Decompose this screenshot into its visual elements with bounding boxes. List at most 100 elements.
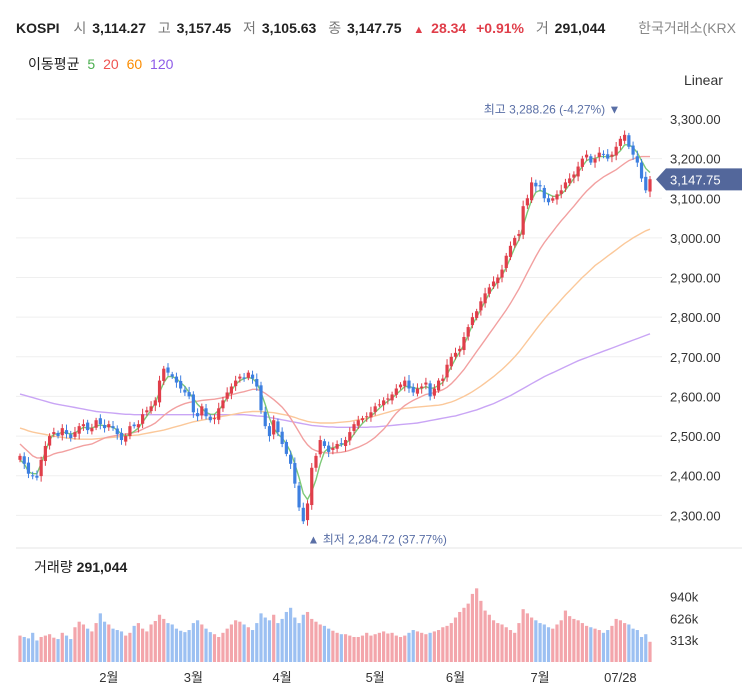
candle-body: [610, 154, 614, 157]
ma-5[interactable]: 5: [87, 56, 96, 72]
volume-bar: [250, 630, 255, 662]
volume-bar: [343, 634, 348, 662]
candle-body: [43, 445, 47, 462]
low-annotation: ▲ 최저 2,284.72 (37.77%): [308, 532, 447, 546]
volume-bar: [449, 623, 453, 662]
price-tick-label: 2,400.00: [670, 469, 721, 484]
candle-body: [111, 426, 115, 429]
candle-body: [593, 158, 597, 163]
candle-body: [517, 233, 521, 236]
volume-bar: [559, 620, 563, 662]
volume-bar: [580, 623, 584, 662]
candle-body: [572, 174, 576, 178]
volume-bar: [483, 610, 487, 662]
candle-body: [365, 416, 369, 418]
candle-body: [153, 400, 157, 406]
volume-bar: [589, 627, 593, 662]
candle-body: [272, 420, 276, 435]
candle-body: [301, 507, 305, 522]
volume-bar: [221, 632, 225, 662]
candle-body: [563, 182, 568, 189]
volume-bar: [35, 640, 39, 662]
volume-bar: [635, 630, 639, 662]
candle-body: [496, 277, 500, 284]
candle-body: [453, 352, 458, 357]
x-tick-label: 4월: [273, 670, 292, 685]
volume-bar: [132, 625, 136, 662]
low-label: 저: [243, 20, 256, 36]
volume-bar: [98, 613, 102, 662]
candle-body: [217, 408, 221, 420]
candle-body: [415, 388, 420, 394]
volume-bar: [373, 634, 377, 662]
candle-body: [534, 182, 538, 187]
volume-bar: [170, 624, 174, 662]
candle-body: [525, 198, 529, 206]
volume-tick-label: 940k: [670, 590, 699, 605]
candle-body: [508, 245, 513, 257]
x-tick-label: 07/28: [604, 670, 637, 685]
candle-body: [398, 384, 403, 388]
ma-20[interactable]: 20: [103, 56, 119, 72]
volume-bar: [255, 623, 259, 662]
volume-bar: [18, 635, 22, 662]
volume-bar: [568, 616, 572, 662]
x-tick-label: 3월: [184, 670, 203, 685]
candle-body: [141, 414, 145, 424]
volume-bar: [639, 636, 644, 662]
ma-60[interactable]: 60: [126, 56, 143, 72]
volume-bar: [73, 627, 77, 662]
candle-body: [47, 436, 52, 446]
volume-bar: [491, 620, 496, 662]
volume-bar: [339, 634, 343, 662]
candle-body: [424, 382, 428, 385]
close-label: 종: [328, 20, 342, 36]
candle-body: [191, 394, 195, 413]
volume-title-label: 거: [34, 559, 47, 575]
candle-body: [580, 158, 584, 167]
volume-bar: [479, 600, 483, 662]
candle-body: [18, 455, 22, 460]
volume-bar: [141, 628, 145, 662]
candle-body: [221, 400, 225, 409]
volume-bar: [217, 636, 221, 662]
candle-body: [487, 287, 491, 294]
volume-bar: [56, 639, 60, 662]
volume-bar: [542, 624, 546, 662]
scale-mode-toggle[interactable]: Linear: [684, 72, 723, 88]
candle-body: [644, 176, 648, 191]
volume-bar: [525, 613, 529, 662]
price-tick-label: 2,900.00: [670, 271, 721, 286]
volume-bar: [377, 632, 381, 662]
volume-bar: [94, 623, 98, 662]
volume-bar: [508, 630, 513, 662]
price-tick-label: 3,100.00: [670, 191, 721, 206]
candle-body: [64, 430, 69, 435]
candle-body: [449, 356, 453, 367]
candle-body: [314, 455, 318, 468]
volume-bar: [352, 636, 356, 662]
candle-body: [331, 447, 335, 450]
candle-body: [276, 421, 280, 433]
price-tick-label: 2,300.00: [670, 508, 721, 523]
volume-bar: [166, 623, 170, 662]
candle-body: [170, 374, 174, 377]
candle-body: [648, 179, 652, 192]
candle-body: [597, 152, 601, 158]
volume-tick-label: 626k: [670, 611, 699, 626]
candle-body: [470, 317, 475, 326]
volume-bar: [551, 628, 555, 662]
ma-120[interactable]: 120: [150, 56, 174, 72]
candle-body: [500, 269, 504, 278]
volume-bar: [284, 611, 288, 662]
candle-body: [343, 440, 348, 446]
volume-bar: [360, 635, 365, 662]
candle-body: [475, 311, 479, 318]
volume-bar: [242, 624, 246, 662]
candle-body: [289, 454, 293, 464]
candle-body: [102, 424, 107, 429]
moving-average-legend[interactable]: 이동평균 5 20 60 120: [28, 54, 177, 74]
volume-bar: [424, 634, 428, 662]
volume-bar: [115, 630, 119, 662]
